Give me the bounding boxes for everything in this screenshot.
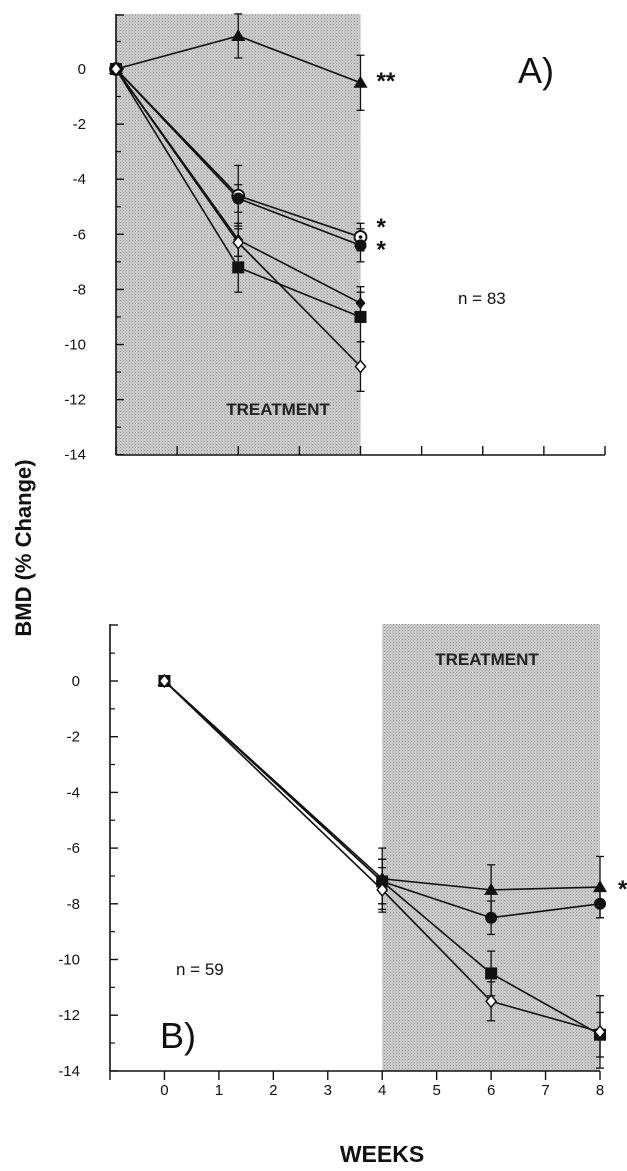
point-triangle xyxy=(353,75,368,88)
series-lines xyxy=(163,680,601,1036)
point-diamond-open xyxy=(232,235,245,250)
point-circle xyxy=(485,911,498,924)
point-diamond-open xyxy=(110,61,122,77)
y-tick-label: -2 xyxy=(73,116,86,133)
x-tick-label: 2 xyxy=(269,1082,277,1099)
significance-marker: ** xyxy=(377,68,396,95)
y-tick-label: -12 xyxy=(58,1007,80,1024)
point-circle xyxy=(594,897,606,910)
x-tick-label: 0 xyxy=(160,1082,168,1099)
point-diamond-open xyxy=(376,882,389,898)
point-square xyxy=(354,310,367,323)
point-circle xyxy=(232,192,245,205)
y-axis-title: BMD (% Change) xyxy=(11,459,36,636)
y-tick-label: 0 xyxy=(72,673,80,690)
x-tick-label: 5 xyxy=(432,1082,440,1099)
series-line-triangle-filled xyxy=(163,680,601,891)
significance-marker: * xyxy=(377,214,387,241)
point-triangle xyxy=(231,28,246,41)
series-line-square-filled xyxy=(163,680,601,1036)
x-tick-label: 3 xyxy=(324,1082,332,1099)
y-tick-label: -8 xyxy=(67,896,80,913)
x-tick-label: 6 xyxy=(487,1082,495,1099)
series-markers xyxy=(157,673,607,1041)
series-markers xyxy=(109,28,368,374)
point-diamond xyxy=(355,297,366,310)
point-square xyxy=(232,261,245,274)
y-tick-label: -8 xyxy=(73,281,86,298)
point-diamond-open xyxy=(354,359,367,374)
x-tick-label: 7 xyxy=(541,1082,549,1099)
point-triangle xyxy=(593,880,607,893)
y-tick-label: -6 xyxy=(67,840,80,857)
significance-marker: * xyxy=(377,236,387,263)
panel-b: 0-2-4-6-8-10-12-140 1 2 3 4 5 6 7 8 * TREATMENT … xyxy=(58,624,627,1099)
panel-a-treatment-label: TREATMENT xyxy=(226,400,330,419)
point-diamond-open xyxy=(594,1024,606,1040)
y-tick-label: -14 xyxy=(58,1063,80,1080)
x-axis-title: WEEKS xyxy=(340,1141,424,1167)
point-triangle xyxy=(484,882,499,895)
point-diamond-open xyxy=(485,994,498,1009)
y-tick-label: -10 xyxy=(58,952,80,969)
y-tick-label: 0 xyxy=(78,61,86,78)
panel-b-treatment-label: TREATMENT xyxy=(435,650,539,669)
significance-marker: * xyxy=(618,876,627,903)
x-tick-label: 8 xyxy=(596,1082,604,1099)
point-square xyxy=(485,967,498,980)
x-tick-label: 4 xyxy=(378,1082,386,1099)
y-tick-label: -2 xyxy=(67,729,80,746)
y-tick-label: -14 xyxy=(64,447,86,464)
y-tick-label: -4 xyxy=(67,784,80,801)
y-tick-label: -10 xyxy=(64,337,86,354)
panel-b-n-label: n = 59 xyxy=(176,960,224,979)
x-tick-label: 1 xyxy=(215,1082,223,1099)
point-square xyxy=(376,875,389,888)
y-tick-label: -4 xyxy=(73,171,86,188)
y-tick-label: -6 xyxy=(73,226,86,243)
point-diamond-open xyxy=(158,673,171,689)
panel-a: 0-2-4-6-8-10-12-14 **** TREATMENT A) n =… xyxy=(64,13,606,464)
series-line-diamond-open xyxy=(163,680,601,1033)
panel-a-label: A) xyxy=(518,50,554,91)
point-dotted-circle-center xyxy=(358,235,363,239)
panel-a-n-label: n = 83 xyxy=(458,289,506,308)
panel-b-label: B) xyxy=(160,1015,196,1056)
point-circle xyxy=(354,239,367,252)
y-tick-label: -12 xyxy=(64,392,86,409)
